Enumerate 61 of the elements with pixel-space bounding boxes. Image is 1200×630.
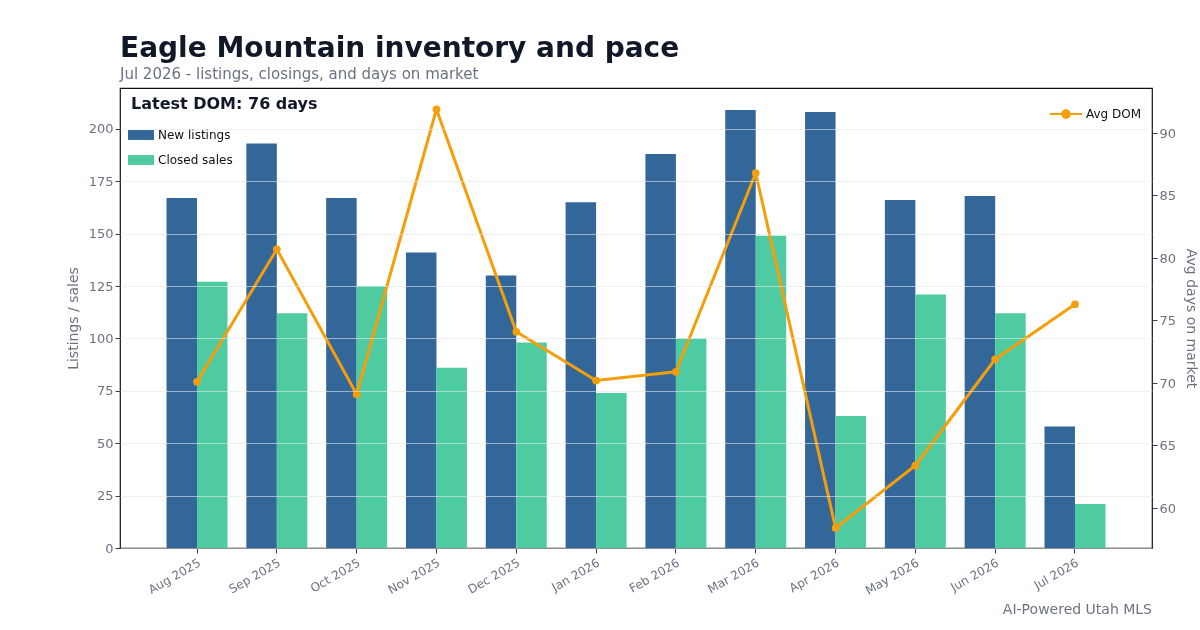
point <box>193 377 201 386</box>
y-tick-label: 100 <box>88 330 114 346</box>
bar <box>835 415 867 548</box>
chart-subtitle: Jul 2026 - listings, closings, and days on market <box>119 65 479 83</box>
bar <box>995 313 1026 548</box>
bar <box>516 342 547 548</box>
point <box>911 461 920 470</box>
point <box>272 245 281 254</box>
point <box>592 376 600 385</box>
legend-label: Closed sales <box>158 153 233 167</box>
bar <box>1074 503 1106 548</box>
annotation: Latest DOM: 76 days <box>131 94 318 113</box>
bar <box>964 195 996 548</box>
point <box>991 355 1000 364</box>
bar <box>596 392 627 548</box>
y-axis-title: Listings / sales <box>64 267 81 370</box>
bar <box>166 198 198 548</box>
point <box>831 524 840 532</box>
bar <box>645 154 676 548</box>
bar <box>884 200 916 548</box>
y2-tick-label: 75 <box>1159 313 1177 328</box>
y2-tick-label: 65 <box>1159 438 1177 453</box>
y2-tick-label: 80 <box>1159 250 1177 266</box>
point <box>672 367 680 376</box>
bar <box>755 235 787 548</box>
bar <box>436 367 467 548</box>
y2-axis-title: Avg days on market <box>1184 248 1200 389</box>
y-tick-label: 75 <box>96 383 114 399</box>
bar <box>565 202 597 548</box>
bar <box>405 252 437 548</box>
point <box>1071 300 1079 309</box>
bar <box>246 143 277 548</box>
bar <box>675 338 707 548</box>
bar <box>485 275 517 548</box>
y-tick-label: 150 <box>88 226 114 242</box>
y-tick-label: 175 <box>88 173 114 189</box>
y-tick-label: 50 <box>96 435 114 451</box>
text: AI-Powered Utah MLS <box>1002 601 1153 617</box>
legend-label: New listings <box>158 128 231 142</box>
point <box>512 327 521 336</box>
bar <box>1044 426 1075 548</box>
y2-tick-label: 90 <box>1159 125 1177 141</box>
point <box>352 390 361 399</box>
y-tick-label: 200 <box>88 121 114 137</box>
y-tick-label: 0 <box>105 540 114 556</box>
y2-tick-label: 70 <box>1159 375 1177 391</box>
y2-tick-label: 60 <box>1159 500 1177 516</box>
bar <box>915 294 946 548</box>
chart-title: Eagle Mountain inventory and pace <box>120 31 680 64</box>
y2-tick-label: 85 <box>1159 188 1177 203</box>
bar <box>326 198 357 548</box>
bar <box>197 281 228 548</box>
bar <box>276 313 308 548</box>
bar <box>356 286 388 548</box>
bar <box>725 110 756 548</box>
point <box>751 169 760 177</box>
bar <box>805 112 836 548</box>
point <box>432 105 441 114</box>
legend-label: Avg DOM <box>1086 107 1142 121</box>
y-tick-label: 25 <box>96 488 114 504</box>
y-tick-label: 125 <box>88 278 114 294</box>
